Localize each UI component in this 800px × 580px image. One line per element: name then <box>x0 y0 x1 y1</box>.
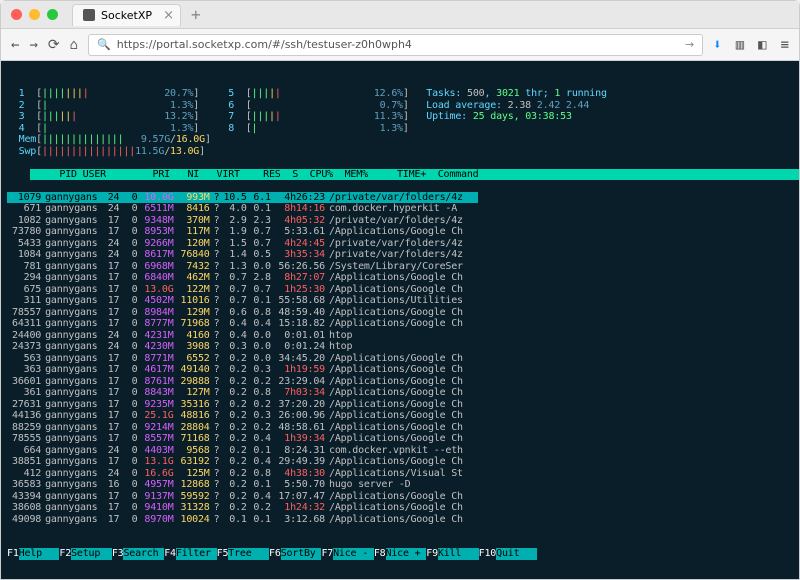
table-row[interactable]: 88259gannygans1709214M28804?0.20.248:58.… <box>7 422 478 434</box>
go-icon[interactable]: → <box>685 38 694 51</box>
minimize-window-icon[interactable] <box>29 9 40 20</box>
browser-tab[interactable]: SocketXP × <box>72 4 181 26</box>
table-row[interactable]: 412gannygans24016.6G125M?0.20.84h38:30/A… <box>7 468 478 480</box>
table-row[interactable]: 27631gannygans1709235M35316?0.20.237:20.… <box>7 399 478 411</box>
cpu-meters: 1 [|||||||| 20.7%] 5 [||||| 12.6%] Tasks… <box>7 88 793 157</box>
table-row[interactable]: 1079gannygans24010.0G993M?10.56.14h26:23… <box>7 192 478 204</box>
process-header: PID USER PRI NI VIRT RES S CPU% MEM% TIM… <box>30 169 799 181</box>
table-row[interactable]: 671gannygans2406511M8416?4.00.18h14:16co… <box>7 203 478 215</box>
table-row[interactable]: 36583gannygans1604957M12868?0.20.15:50.7… <box>7 479 478 491</box>
table-row[interactable]: 311gannygans1704502M11016?0.70.155:58.68… <box>7 295 478 307</box>
table-row[interactable]: 44136gannygans17025.1G48816?0.20.326:00.… <box>7 410 478 422</box>
home-icon[interactable]: ⌂ <box>70 37 78 53</box>
url-text: https://portal.socketxp.com/#/ssh/testus… <box>117 38 412 51</box>
fkey-bar: F1Help F2Setup F3Search F4Filter F5Tree … <box>7 548 793 560</box>
table-row[interactable]: 43394gannygans1709137M59592?0.20.417:07.… <box>7 491 478 503</box>
library-icon[interactable]: ▥ <box>736 37 744 53</box>
table-row[interactable]: 78555gannygans1708557M71168?0.20.41h39:3… <box>7 433 478 445</box>
table-row[interactable]: 36601gannygans1708761M29888?0.20.223:29.… <box>7 376 478 388</box>
toolbar-right: ⬇ ▥ ◧ ≡ <box>713 37 789 53</box>
browser-window: SocketXP × + ← → ⟳ ⌂ 🔍 https://portal.so… <box>0 0 800 580</box>
table-row[interactable]: 294gannygans1706840M462M?0.72.88h27:07/A… <box>7 272 478 284</box>
table-row[interactable]: 24400gannygans2404231M4160?0.40.00:01.01… <box>7 330 478 342</box>
table-row[interactable]: 361gannygans1708843M127M?0.20.87h03:34/A… <box>7 387 478 399</box>
table-row[interactable]: 363gannygans1704617M49140?0.20.31h19:59/… <box>7 364 478 376</box>
menu-icon[interactable]: ≡ <box>781 37 789 53</box>
table-row[interactable]: 1082gannygans1709348M370M?2.92.34h05:32/… <box>7 215 478 227</box>
table-row[interactable]: 24373gannygans2404230M3908?0.30.00:01.24… <box>7 341 478 353</box>
table-row[interactable]: 78557gannygans1708984M129M?0.60.848:59.4… <box>7 307 478 319</box>
titlebar: SocketXP × + <box>1 1 799 29</box>
browser-toolbar: ← → ⟳ ⌂ 🔍 https://portal.socketxp.com/#/… <box>1 29 799 61</box>
table-row[interactable]: 664gannygans2404403M9568?0.20.18:24.31co… <box>7 445 478 457</box>
reload-icon[interactable]: ⟳ <box>48 37 60 53</box>
forward-icon[interactable]: → <box>29 37 37 53</box>
table-row[interactable]: 38608gannygans1709410M31328?0.20.21h24:3… <box>7 502 478 514</box>
table-row[interactable]: 1084gannygans2408617M76840?1.40.53h35:34… <box>7 249 478 261</box>
close-window-icon[interactable] <box>11 9 22 20</box>
table-row[interactable]: 781gannygans1706968M7432?1.30.056:26.56/… <box>7 261 478 273</box>
maximize-window-icon[interactable] <box>47 9 58 20</box>
back-icon[interactable]: ← <box>11 37 19 53</box>
table-row[interactable]: 5433gannygans2409266M120M?1.50.74h24:45/… <box>7 238 478 250</box>
table-row[interactable]: 38851gannygans17013.1G63192?0.20.429:49.… <box>7 456 478 468</box>
favicon-icon <box>83 9 95 21</box>
search-icon: 🔍 <box>97 38 111 51</box>
table-row[interactable]: 563gannygans1708771M6552?0.20.034:45.20/… <box>7 353 478 365</box>
terminal[interactable]: 1 [|||||||| 20.7%] 5 [||||| 12.6%] Tasks… <box>1 61 799 579</box>
table-row[interactable]: 675gannygans17013.0G122M?0.70.71h25:30/A… <box>7 284 478 296</box>
process-table: 1079gannygans24010.0G993M?10.56.14h26:23… <box>7 192 478 526</box>
table-row[interactable]: 49098gannygans1708970M10024?0.10.13:12.6… <box>7 514 478 526</box>
sidebar-icon[interactable]: ◧ <box>758 37 766 53</box>
traffic-lights <box>11 9 58 20</box>
table-row[interactable]: 64311gannygans1708777M71968?0.40.415:18.… <box>7 318 478 330</box>
close-tab-icon[interactable]: × <box>163 8 174 23</box>
download-icon[interactable]: ⬇ <box>713 37 721 53</box>
url-bar[interactable]: 🔍 https://portal.socketxp.com/#/ssh/test… <box>88 34 703 56</box>
tab-title: SocketXP <box>101 9 152 22</box>
new-tab-icon[interactable]: + <box>191 5 201 24</box>
table-row[interactable]: 73780gannygans1708953M117M?1.90.75:33.61… <box>7 226 478 238</box>
